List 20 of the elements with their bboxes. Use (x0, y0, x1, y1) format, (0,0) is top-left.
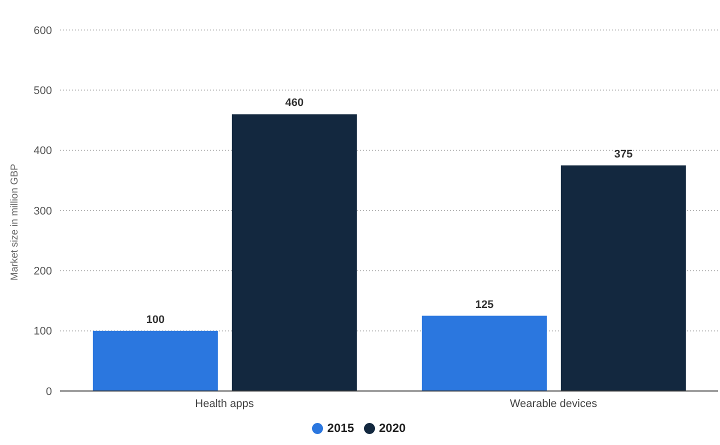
y-tick-label: 0 (46, 386, 52, 398)
bar (92, 330, 218, 391)
data-label: 375 (614, 148, 633, 160)
x-tick-label: Wearable devices (510, 398, 598, 410)
y-tick-label: 500 (34, 85, 52, 98)
bar (422, 316, 547, 391)
x-tick-label: Health apps (195, 398, 254, 410)
legend-label: 2015 (327, 421, 354, 435)
y-tick-label: 400 (34, 145, 52, 158)
bar (232, 114, 357, 391)
y-tick-label: 100 (34, 326, 52, 338)
data-label: 100 (146, 314, 165, 326)
y-axis-title: Market size in million GBP (10, 163, 21, 280)
y-tick-label: 200 (34, 266, 52, 278)
y-tick-label: 300 (34, 205, 52, 218)
bar (560, 165, 686, 391)
legend-label: 2020 (379, 421, 406, 435)
data-label: 125 (475, 298, 494, 311)
data-label: 460 (285, 97, 304, 110)
y-tick-label: 600 (34, 24, 52, 37)
